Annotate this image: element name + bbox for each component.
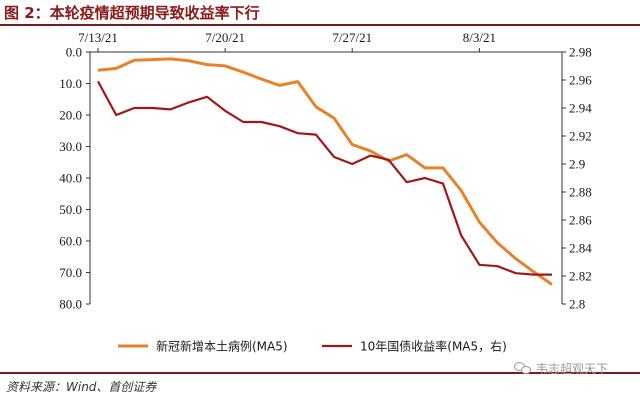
x-tick-label: 7/13/21 <box>78 30 118 45</box>
left-tick-label: 40.0 <box>59 171 82 186</box>
right-tick-label: 2.96 <box>569 73 592 88</box>
series-line-cases <box>97 57 553 286</box>
legend-label-yield: 10年国债收益率(MA5，右) <box>360 339 507 354</box>
right-tick-label: 2.86 <box>569 213 592 228</box>
right-tick-label: 2.88 <box>569 185 592 200</box>
right-tick-label: 2.8 <box>569 297 585 312</box>
x-tick-label: 7/20/21 <box>205 30 245 45</box>
wechat-icon <box>514 362 532 375</box>
source-note: 资料来源：Wind、首创证券 <box>6 380 157 394</box>
right-tick-label: 2.92 <box>569 129 592 144</box>
title-bar: 图 2：本轮疫情超预期导致收益率下行 <box>0 0 640 26</box>
chart: 0.0 10.0 20.0 30.0 40.0 50.0 60.0 70.0 80.0 2.8 2.… <box>59 30 592 354</box>
x-tick-label: 8/3/21 <box>463 30 496 45</box>
left-tick-label: 50.0 <box>59 202 82 217</box>
legend-label-cases: 新冠新增本土病例(MA5) <box>156 339 288 354</box>
chart-title: 图 2：本轮疫情超预期导致收益率下行 <box>4 4 260 22</box>
left-tick-label: 70.0 <box>59 265 82 280</box>
left-tick-label: 0.0 <box>66 45 82 60</box>
left-tick-label: 80.0 <box>59 297 82 312</box>
right-tick-label: 2.9 <box>569 157 585 172</box>
left-tick-label: 30.0 <box>59 139 82 154</box>
left-tick-label: 60.0 <box>59 234 82 249</box>
x-tick-label: 7/27/21 <box>332 30 372 45</box>
right-tick-label: 2.98 <box>569 45 592 60</box>
footer-divider <box>0 372 640 374</box>
right-tick-label: 2.84 <box>569 241 592 256</box>
series-line-yield <box>97 80 552 276</box>
watermark: 韦志超观天下 <box>514 360 608 377</box>
left-tick-label: 10.0 <box>59 76 82 91</box>
watermark-text: 韦志超观天下 <box>536 362 609 376</box>
right-tick-label: 2.94 <box>569 101 592 116</box>
right-tick-label: 2.82 <box>569 269 592 284</box>
left-tick-label: 20.0 <box>59 108 82 123</box>
